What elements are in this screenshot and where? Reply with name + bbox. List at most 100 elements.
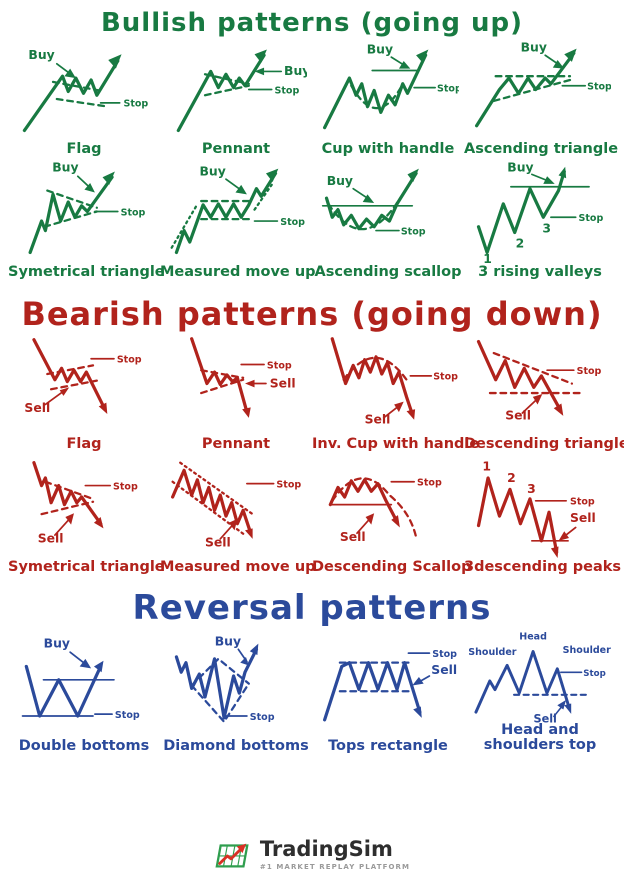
brand-tagline: #1 MARKET REPLAY PLATFORM — [259, 863, 411, 871]
sell-label: Sell — [431, 663, 457, 677]
measured-move-up-sketch: Buy Stop — [170, 165, 305, 255]
pattern-card-cup-handle: Buy Stop Cup with handle — [312, 40, 464, 161]
stop-label: Stop — [276, 480, 301, 491]
pattern-card-bear-measured-move: Sell Stop Measured move up — [160, 457, 316, 578]
stop-label: Stop — [274, 85, 299, 96]
reversal-title: Reversal patterns — [132, 587, 492, 628]
bullish-row-1: Buy Stop Flag Buy Stop Pennant — [0, 38, 624, 161]
buy-label: Buy — [199, 165, 225, 179]
desc-triangle-sketch: Sell Stop — [476, 340, 601, 423]
sell-label: Sell — [205, 536, 231, 550]
stop-label: Stop — [417, 478, 442, 489]
buy-label: Buy — [214, 636, 240, 649]
buy-label: Buy — [28, 48, 54, 62]
bearish-row-2: Sell Stop Symetrical triangle Sell Stop … — [0, 455, 624, 578]
pattern-card-asc-triangle: Buy Stop Ascending triangle — [464, 40, 619, 161]
bullish-row-2: Buy Stop Symetrical triangle Buy Stop Me… — [0, 160, 624, 283]
sell-label: Sell — [24, 401, 50, 415]
stop-label: Stop — [114, 710, 139, 721]
pattern-card-bear-flag: Sell Stop Flag — [8, 334, 160, 455]
head-label: Head — [519, 632, 547, 643]
sell-label: Sell — [364, 413, 390, 427]
pattern-card-bull-pennant: Buy Stop Pennant — [160, 40, 312, 161]
marker-1: 1 — [483, 252, 492, 266]
stop-label: Stop — [433, 372, 458, 383]
section-bearish: Bearish patterns (going down) Sell Stop … — [0, 283, 624, 578]
pattern-name: Ascending triangle — [464, 141, 619, 158]
stop-label: Stop — [116, 355, 141, 366]
marker-2: 2 — [507, 471, 516, 485]
pattern-card-bear-sym-triangle: Sell Stop Symetrical triangle — [8, 457, 165, 578]
pattern-name: Cup with handle — [321, 141, 455, 158]
marker-2: 2 — [515, 237, 524, 251]
asc-triangle-sketch: Buy Stop — [474, 40, 611, 127]
stop-label: Stop — [249, 712, 274, 723]
pattern-name: 3descending peaks — [464, 558, 622, 575]
pattern-name: Flag — [66, 141, 102, 158]
diamond-bottoms-sketch: Buy Stop — [174, 636, 274, 724]
pattern-name: Inv. Cup with handle — [312, 436, 480, 453]
stop-label: Stop — [576, 366, 601, 377]
pattern-name: Pennant — [201, 141, 271, 158]
pattern-name: 3 rising valleys — [478, 264, 602, 281]
tops-rectangle-sketch: Stop Sell — [322, 649, 457, 722]
section-bullish: Bullish patterns (going up) Buy Stop Fla… — [0, 0, 624, 283]
stop-label: Stop — [400, 227, 425, 238]
pattern-name: Tops rectangle — [328, 737, 448, 754]
stop-label: Stop — [578, 213, 603, 224]
bull-flag-sketch: Buy Stop — [22, 48, 148, 132]
pattern-card-desc-scallop: Sell Stop Descending Scallop — [312, 457, 471, 578]
section-reversal: Reversal patterns Buy Stop Double bottom… — [0, 578, 624, 757]
pattern-card-bull-sym-triangle: Buy Stop Symetrical triangle — [8, 162, 165, 283]
pattern-card-desc-triangle: Sell Stop Descending triangle — [464, 334, 624, 455]
bear-sym-triangle-sketch: Sell Stop — [31, 461, 138, 546]
pattern-card-diamond-bottoms: Buy Stop Diamond bottoms — [160, 636, 312, 757]
sell-label: Sell — [37, 532, 63, 546]
pattern-name: Measured move up — [160, 558, 316, 575]
pattern-name: Diamond bottoms — [163, 737, 309, 754]
head-shoulders-sketch: Shoulder Head Shoulder Stop Sell — [469, 632, 611, 726]
inv-cup-sketch: Sell Stop — [330, 337, 458, 427]
sell-label: Sell — [570, 511, 596, 525]
buy-label: Buy — [43, 636, 69, 650]
pattern-card-double-bottoms: Buy Stop Double bottoms — [8, 636, 160, 757]
marker-3: 3 — [527, 482, 536, 496]
logo-icon — [215, 843, 249, 868]
pattern-name: Symetrical triangle — [8, 264, 165, 281]
pattern-card-measured-move-up: Buy Stop Measured move up — [160, 162, 316, 283]
bearish-row-1: Sell Stop Flag Sell Stop Pennant — [0, 332, 624, 455]
asc-scallop-sketch: Buy Stop — [321, 169, 425, 238]
buy-label: Buy — [366, 42, 392, 56]
stop-label: Stop — [583, 669, 605, 679]
pattern-card-descending-peaks: 1 2 3 Stop Sell 3descending peaks — [464, 457, 622, 578]
stop-label: Stop — [432, 649, 457, 660]
pattern-name: Pennant — [201, 436, 271, 453]
pattern-name: Head and shoulders top — [483, 722, 597, 754]
marker-1: 1 — [482, 459, 491, 473]
descending-peaks-sketch: 1 2 3 Stop Sell — [476, 459, 596, 559]
marker-3: 3 — [542, 222, 551, 236]
shoulder-right-label: Shoulder — [562, 645, 610, 656]
pattern-card-bear-pennant: Sell Stop Pennant — [160, 334, 312, 455]
pattern-card-bull-flag: Buy Stop Flag — [8, 40, 160, 161]
pattern-card-head-shoulders: Shoulder Head Shoulder Stop Sell Head an… — [464, 629, 616, 756]
pattern-card-inv-cup: Sell Stop Inv. Cup with handle — [312, 334, 480, 455]
buy-label: Buy — [520, 40, 546, 54]
pattern-card-rising-valleys: 1 2 3 Buy Stop 3 rising valleys — [464, 162, 616, 283]
brand-name: TradingSim — [259, 837, 393, 861]
bull-pennant-sketch: Buy Stop — [176, 49, 307, 132]
stop-label: Stop — [113, 481, 138, 492]
bear-flag-sketch: Sell Stop — [24, 338, 141, 415]
sell-label: Sell — [505, 409, 531, 423]
stop-label: Stop — [123, 98, 148, 109]
pattern-name: Symetrical triangle — [8, 558, 165, 575]
desc-scallop-sketch: Sell Stop — [328, 477, 442, 544]
sell-label: Sell — [339, 530, 365, 544]
pattern-name: Measured move up — [160, 264, 316, 281]
stop-label: Stop — [120, 208, 145, 219]
buy-label: Buy — [52, 162, 78, 175]
shoulder-left-label: Shoulder — [469, 647, 517, 658]
sell-label: Sell — [533, 713, 556, 726]
pattern-name: Descending triangle — [464, 436, 624, 453]
